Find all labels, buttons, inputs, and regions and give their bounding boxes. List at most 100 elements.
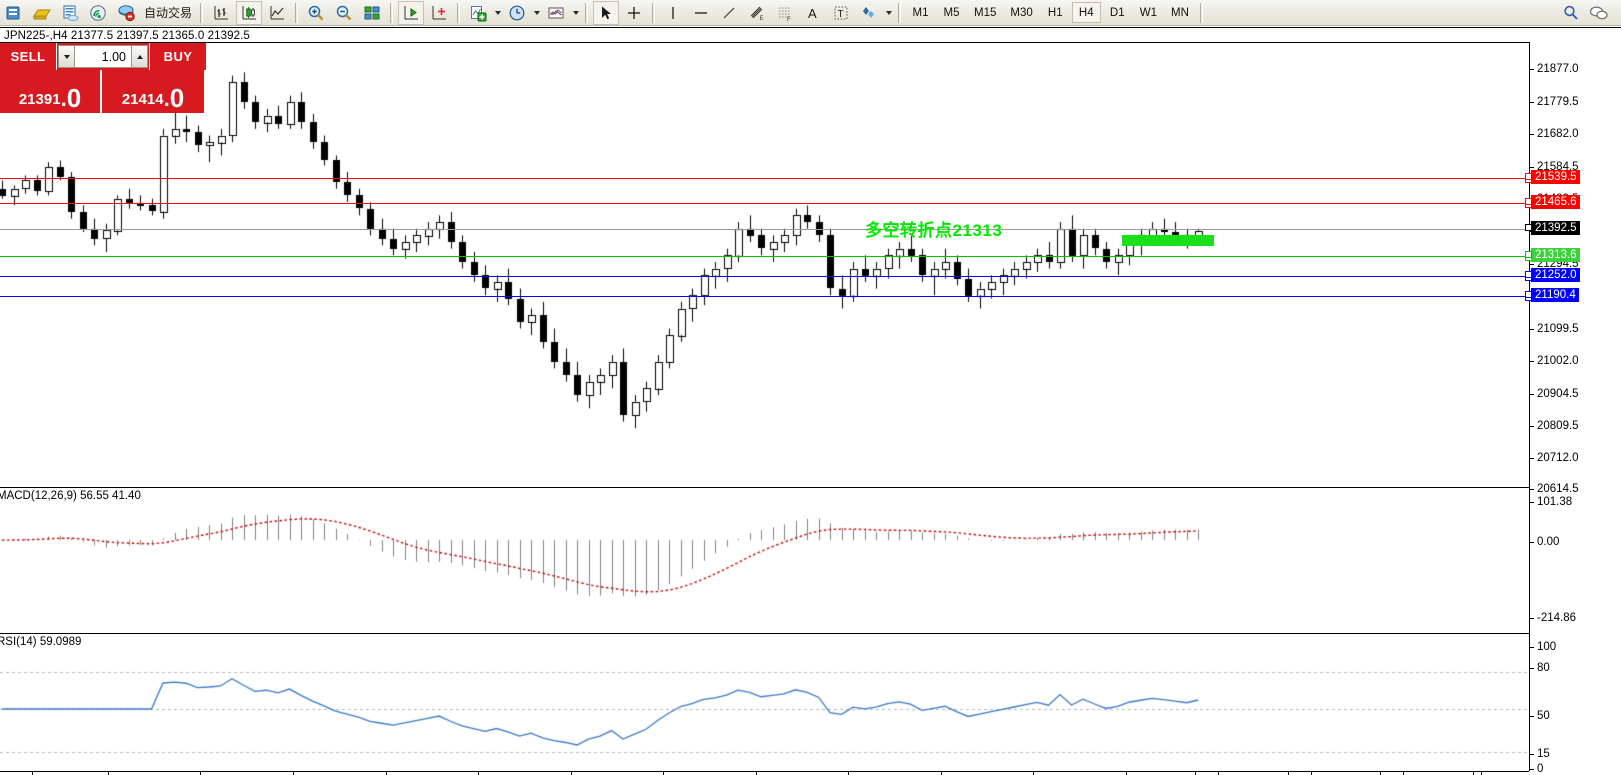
timeframe-h4[interactable]: H4: [1071, 2, 1101, 23]
market-icon[interactable]: [113, 1, 139, 25]
price-tag-support-2[interactable]: 21190.4: [1525, 288, 1579, 302]
price-tag-marker: [1525, 224, 1532, 231]
timeframe-m30[interactable]: M30: [1010, 6, 1033, 19]
add-indicator-icon[interactable]: [465, 1, 491, 25]
signals-icon[interactable]: [85, 1, 111, 25]
new-order-icon[interactable]: [1, 1, 27, 25]
bar-chart-icon[interactable]: [208, 1, 234, 25]
buy-price-display[interactable]: 21414 . 0: [102, 70, 204, 113]
price-pane[interactable]: 多空转折点21313: [0, 42, 1532, 484]
macd-canvas: [0, 488, 1529, 630]
price-tag-resistance-2[interactable]: 21465.6: [1525, 195, 1580, 209]
price-tag-current-price[interactable]: 21392.5: [1525, 221, 1580, 235]
timeframe-w1[interactable]: W1: [1139, 6, 1158, 19]
price-line-current: [0, 229, 1529, 230]
scale-tick: 80: [1530, 662, 1550, 674]
templates-dropdown-caret[interactable]: [570, 2, 581, 24]
time-tick: [1403, 772, 1404, 775]
rsi-pane[interactable]: RSI(14) 59.0989: [0, 633, 1529, 772]
toolbar-separator: [390, 2, 394, 23]
macd-label: MACD(12,26,9) 56.55 41.40: [0, 490, 141, 502]
period-dropdown-caret[interactable]: [531, 2, 542, 24]
line-chart-icon[interactable]: [264, 1, 290, 25]
scale-tick: 20809.5: [1530, 420, 1579, 432]
scale-tick: 21099.5: [1530, 323, 1579, 335]
tile-windows-icon[interactable]: [359, 1, 385, 25]
scale-tick: 21877.0: [1530, 63, 1579, 75]
rsi-canvas: [0, 634, 1529, 772]
scale-tick: 20712.0: [1530, 452, 1579, 464]
equidistant-channel-icon[interactable]: E: [744, 1, 770, 25]
volume-increase-button[interactable]: [131, 45, 148, 68]
main-toolbar: 自动交易: [0, 0, 1621, 26]
timeframe-m5[interactable]: M5: [943, 6, 960, 19]
timeframe-m1[interactable]: M1: [912, 6, 929, 19]
price-tag-pivot-green[interactable]: 21313.6: [1525, 248, 1580, 262]
time-tick: [1311, 772, 1312, 775]
price-line-support-2[interactable]: [0, 293, 1532, 301]
crosshair-icon[interactable]: [621, 1, 647, 25]
svg-text:F: F: [787, 17, 791, 22]
text-box-icon[interactable]: T: [828, 1, 854, 25]
chat-icon[interactable]: [1586, 1, 1612, 25]
volume-stepper[interactable]: 1.00: [57, 43, 149, 70]
sell-button[interactable]: SELL: [0, 43, 57, 70]
timeframe-h1[interactable]: H1: [1047, 6, 1063, 19]
vertical-line-icon[interactable]: [660, 1, 686, 25]
period-separator-icon[interactable]: [504, 1, 530, 25]
timeframe-mn[interactable]: MN: [1171, 6, 1189, 19]
time-tick: [1126, 772, 1127, 775]
price-line-pivot-green[interactable]: [0, 253, 1532, 261]
trade-panel-price-row: 21391 . 0 21414 . 0: [0, 70, 206, 113]
cursor-arrow-icon[interactable]: [593, 0, 620, 25]
toolbar-separator: [295, 2, 299, 23]
time-tick: [848, 772, 849, 775]
fibonacci-retracement-icon[interactable]: F: [772, 1, 798, 25]
shapes-dropdown-caret[interactable]: [883, 2, 894, 24]
price-tag-resistance-1[interactable]: 21539.5: [1525, 170, 1580, 184]
price-line-support-1[interactable]: [0, 273, 1532, 281]
text-label-icon[interactable]: A: [800, 1, 826, 25]
price-tag-support-1[interactable]: 21252.0: [1525, 268, 1580, 282]
scale-tick: 0.00: [1530, 536, 1559, 548]
templates-icon[interactable]: [543, 1, 569, 25]
search-icon[interactable]: [1558, 1, 1584, 25]
candlestick-chart-icon[interactable]: [236, 0, 263, 25]
price-line-resistance-2[interactable]: [0, 200, 1532, 208]
one-click-trading-panel[interactable]: SELL 1.00 BUY 21391 . 0 21414 . 0: [0, 43, 206, 113]
auto-scroll-icon[interactable]: [398, 0, 425, 25]
zoom-in-icon[interactable]: [303, 1, 329, 25]
zoom-out-icon[interactable]: [331, 1, 357, 25]
chart-shift-icon[interactable]: [426, 1, 452, 25]
price-line-resistance-1[interactable]: [0, 175, 1532, 183]
price-scale[interactable]: 21877.021779.521682.021584.521489.521392…: [1525, 42, 1621, 775]
time-tick: [293, 772, 294, 775]
volume-decrease-button[interactable]: [58, 45, 75, 68]
green-zone-rectangle[interactable]: [1122, 235, 1214, 246]
timeframe-d1[interactable]: D1: [1109, 6, 1125, 19]
add-indicator-dropdown-caret[interactable]: [492, 2, 503, 24]
chart-annotation-text[interactable]: 多空转折点21313: [865, 221, 1003, 240]
scale-tick: 21002.0: [1530, 355, 1579, 367]
sell-price-display[interactable]: 21391 . 0: [0, 70, 102, 113]
scale-tick: -214.86: [1530, 612, 1576, 624]
toolbar-separator: [457, 2, 461, 23]
rsi-label: RSI(14) 59.0989: [0, 636, 82, 648]
sell-price-integer: 21391: [18, 91, 61, 108]
time-tick: [571, 772, 572, 775]
data-window-icon[interactable]: [57, 1, 83, 25]
scale-tick: 0: [1530, 763, 1543, 775]
volume-input[interactable]: 1.00: [75, 45, 131, 68]
autotrading-label[interactable]: 自动交易: [144, 6, 193, 20]
macd-pane[interactable]: MACD(12,26,9) 56.55 41.40: [0, 487, 1529, 630]
buy-price-integer: 21414: [121, 91, 164, 108]
shapes-icon[interactable]: [856, 1, 882, 25]
candlestick-canvas: [0, 43, 1529, 484]
buy-button[interactable]: BUY: [149, 43, 206, 70]
price-tag-marker: [1525, 291, 1532, 298]
scale-tick: 21584.5: [1530, 161, 1579, 173]
trendline-icon[interactable]: [716, 1, 742, 25]
horizontal-line-icon[interactable]: [688, 1, 714, 25]
timeframe-m15[interactable]: M15: [974, 6, 997, 19]
gold-bar-icon[interactable]: [29, 1, 55, 25]
